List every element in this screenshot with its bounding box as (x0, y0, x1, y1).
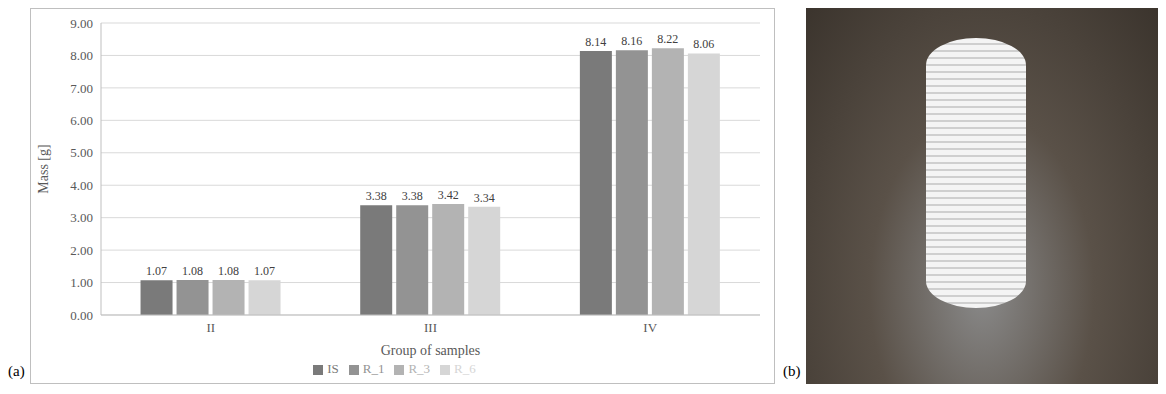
svg-text:Mass [g]: Mass [g] (36, 144, 51, 193)
html-text:R_3: R_3 (408, 361, 431, 376)
svg-text:3.38: 3.38 (402, 189, 423, 203)
svg-text:II: II (206, 320, 215, 335)
html-text:R_6: R_6 (454, 361, 476, 376)
html-text:(a): (a) (8, 363, 25, 379)
svg-text:1.07: 1.07 (254, 264, 275, 278)
svg-text:6.00: 6.00 (70, 113, 93, 128)
svg-text:8.22: 8.22 (657, 32, 678, 46)
svg-text:1.08: 1.08 (218, 264, 239, 278)
svg-text:5.00: 5.00 (70, 145, 93, 160)
html-text:(b): (b) (783, 363, 801, 379)
svg-text:8.06: 8.06 (693, 37, 714, 51)
svg-text:8.14: 8.14 (585, 35, 606, 49)
svg-text:8.00: 8.00 (70, 48, 93, 63)
svg-text:III: III (424, 320, 437, 335)
svg-text:8.16: 8.16 (621, 34, 642, 48)
svg-text:3.00: 3.00 (70, 210, 93, 225)
svg-text:3.38: 3.38 (366, 189, 387, 203)
svg-text:7.00: 7.00 (70, 81, 93, 96)
svg-text:3.42: 3.42 (438, 188, 459, 202)
svg-text:9.00: 9.00 (70, 16, 93, 31)
svg-text:1.00: 1.00 (70, 275, 93, 290)
svg-text:2.00: 2.00 (70, 243, 93, 258)
svg-text:1.07: 1.07 (146, 264, 167, 278)
svg-text:4.00: 4.00 (70, 178, 93, 193)
html-text:IS: IS (327, 361, 339, 376)
svg-text:Group of samples: Group of samples (381, 343, 481, 358)
svg-text:IV: IV (643, 320, 657, 335)
svg-text:3.34: 3.34 (474, 191, 495, 205)
svg-text:0.00: 0.00 (70, 308, 93, 323)
svg-text:1.08: 1.08 (182, 264, 203, 278)
html-text:R_1: R_1 (362, 361, 385, 376)
